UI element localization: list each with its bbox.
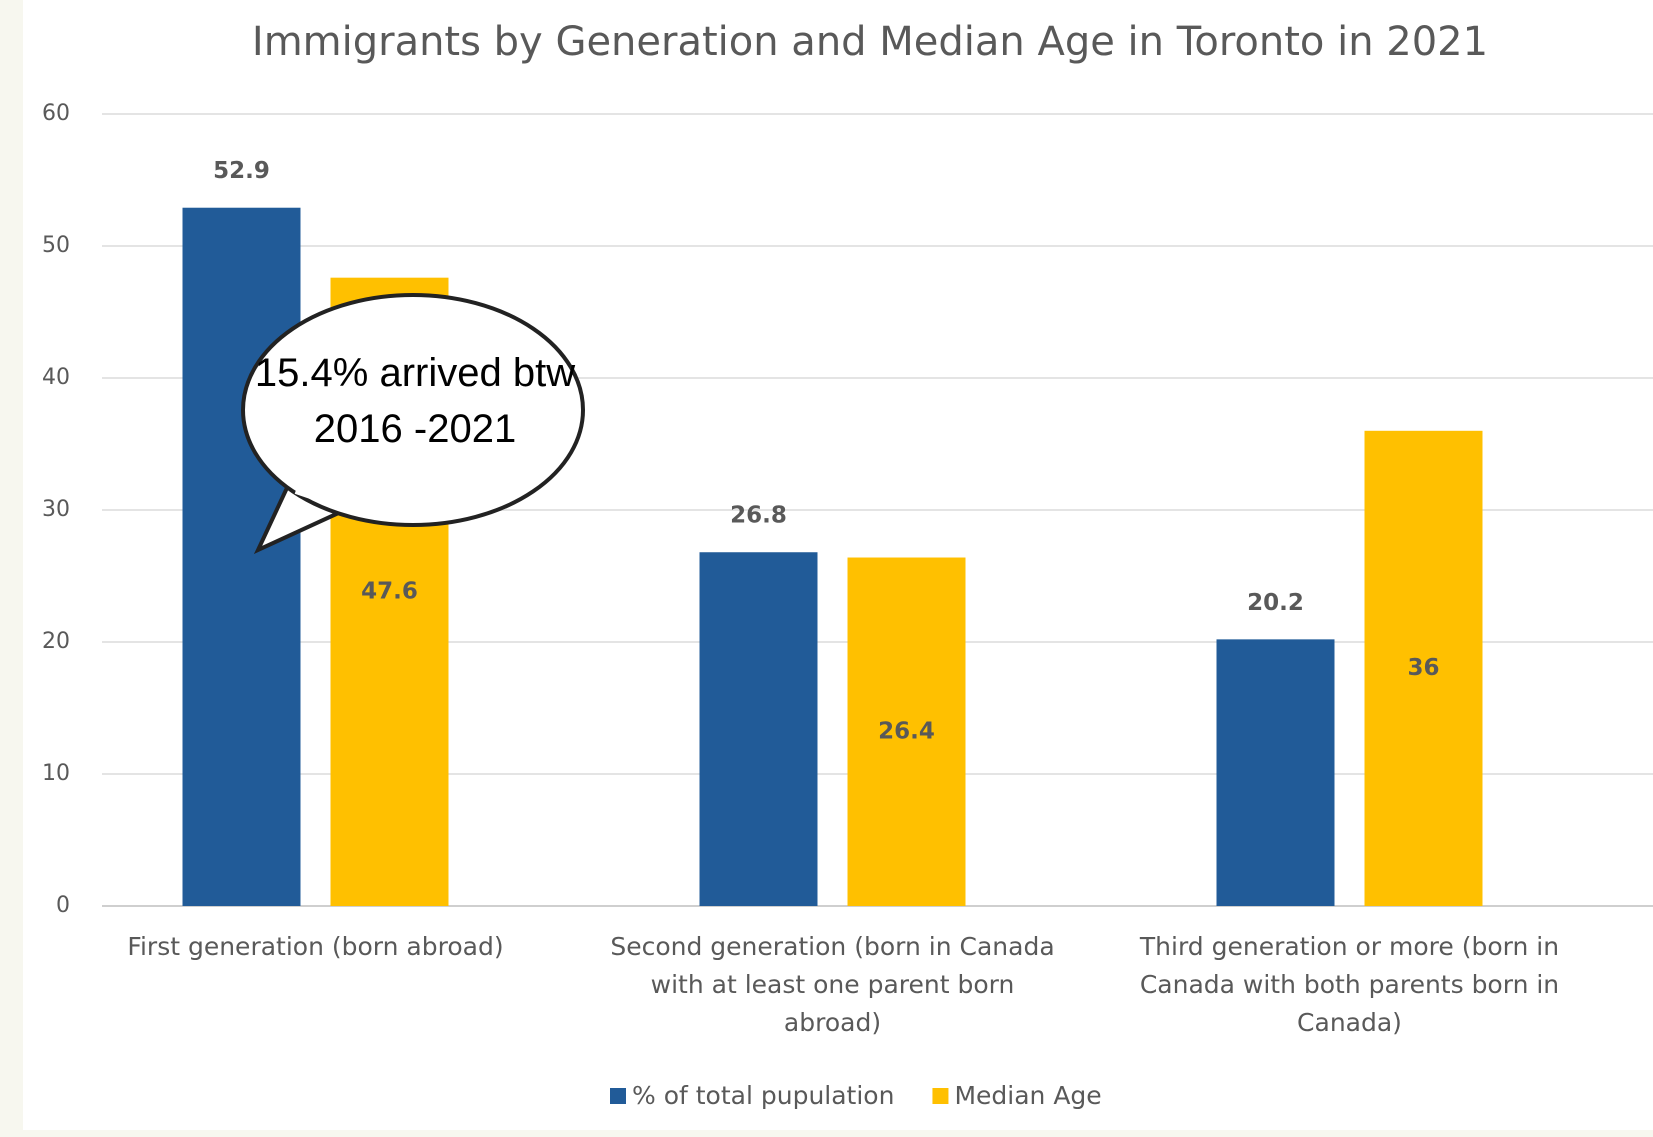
bar [1216,639,1335,906]
y-tick-label: 10 [42,761,70,786]
legend-label: % of total pupulation [632,1081,894,1110]
bar [1364,430,1483,906]
y-tick-label: 40 [42,365,70,390]
legend-label: Median Age [954,1081,1101,1110]
value-label: 26.4 [878,718,935,744]
bar [847,557,966,906]
value-label: 52.9 [213,158,270,184]
bubble-join [294,486,342,509]
legend-swatch [932,1088,949,1104]
y-tick-label: 50 [42,233,70,258]
annotation: 15.4% arrived btw 2016 -2021 [254,351,576,451]
value-label: 20.2 [1247,590,1304,616]
x-tick-label: First generation (born abroad) [127,932,504,961]
chart-title: Immigrants by Generation and Median Age … [252,19,1488,65]
bar [699,552,818,906]
x-tick-label: Third generation or more (born in Canada… [1139,932,1560,1037]
bubble-body [241,293,585,527]
bar [182,207,301,907]
y-tick-label: 60 [42,101,70,126]
value-label: 26.8 [730,503,787,529]
bubble-tail [253,459,346,555]
value-label: 36 [1407,655,1439,681]
y-tick-label: 20 [42,629,70,654]
y-tick-label: 0 [56,893,70,918]
legend-swatch [610,1088,626,1104]
value-label: 47.6 [361,578,418,604]
annotation-bubble [241,293,585,555]
x-tick-label: Second generation (born in Canada with a… [610,932,1055,1037]
y-tick-label: 30 [42,497,70,522]
